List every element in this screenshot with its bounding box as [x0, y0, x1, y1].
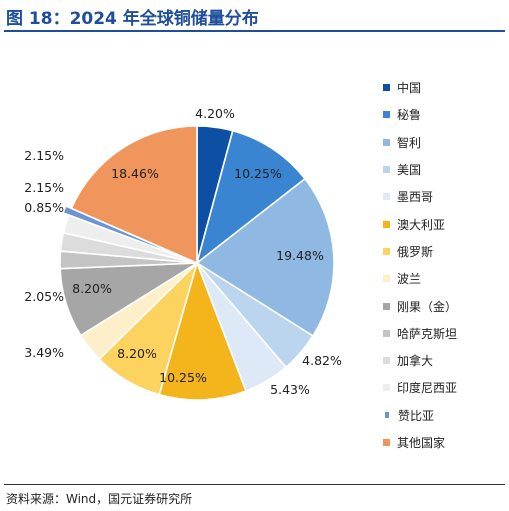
legend-label: 刚果（金） — [397, 299, 458, 314]
legend-swatch — [383, 275, 390, 283]
title-divider — [4, 30, 505, 32]
legend-item: 秘鲁 — [383, 101, 457, 128]
data-label: 10.25% — [159, 370, 207, 385]
legend-item: 波兰 — [383, 265, 457, 292]
legend-label: 加拿大 — [397, 354, 434, 369]
data-label: 8.20% — [117, 346, 157, 361]
data-label: 19.48% — [276, 248, 324, 263]
legend-item: 赞比亚 — [383, 402, 457, 429]
legend-swatch — [383, 329, 390, 337]
data-label: 5.43% — [270, 382, 310, 397]
legend-swatch — [383, 302, 390, 310]
data-label: 18.46% — [111, 166, 159, 181]
legend-item: 印度尼西亚 — [383, 374, 457, 401]
legend-label: 美国 — [397, 163, 422, 178]
legend-swatch — [383, 247, 390, 255]
pie-slice — [195, 129, 307, 266]
legend-label: 印度尼西亚 — [397, 381, 458, 396]
legend-label: 波兰 — [397, 272, 422, 287]
legend-swatch — [383, 384, 390, 392]
data-label: 2.15% — [24, 180, 64, 195]
legend-item: 美国 — [383, 156, 457, 183]
legend-label: 秘鲁 — [397, 108, 422, 123]
data-label: 4.20% — [195, 106, 235, 121]
data-label: 2.05% — [24, 289, 64, 304]
legend-label: 哈萨克斯坦 — [397, 326, 458, 341]
legend-item: 哈萨克斯坦 — [383, 320, 457, 347]
data-label: 4.82% — [302, 353, 342, 368]
legend-item: 俄罗斯 — [383, 238, 457, 265]
legend-swatch — [383, 220, 390, 228]
legend-swatch — [383, 111, 390, 119]
legend-swatch — [383, 439, 390, 446]
chart-title: 图 18：2024 年全球铜储量分布 — [6, 9, 259, 29]
legend-swatch — [383, 166, 390, 174]
legend-swatch — [385, 412, 389, 419]
source-divider — [4, 484, 505, 485]
data-label: 2.15% — [24, 148, 64, 163]
legend-swatch — [383, 138, 390, 146]
legend-swatch — [383, 357, 390, 365]
legend-item: 中国 — [383, 74, 457, 101]
pie-slice — [158, 260, 247, 401]
legend-label: 中国 — [397, 81, 422, 96]
legend-label: 墨西哥 — [397, 190, 434, 205]
pie-slice — [195, 177, 335, 338]
legend-item: 加拿大 — [383, 347, 457, 374]
data-label: 10.25% — [234, 166, 282, 181]
legend-label: 澳大利亚 — [397, 217, 446, 232]
data-label: 0.85% — [24, 200, 64, 215]
legend-item: 澳大利亚 — [383, 210, 457, 237]
legend-swatch — [383, 193, 390, 201]
pie-slice — [70, 125, 198, 265]
legend-item: 刚果（金） — [383, 292, 457, 319]
data-label: 3.49% — [24, 345, 64, 360]
legend-label: 其他国家 — [397, 436, 446, 450]
source-note: 资料来源：Wind，国元证券研究所 — [6, 492, 193, 506]
legend-item: 墨西哥 — [383, 183, 457, 210]
legend-item: 智利 — [383, 129, 457, 156]
legend-label: 俄罗斯 — [397, 244, 434, 259]
data-label: 8.20% — [72, 281, 112, 296]
legend-label: 赞比亚 — [398, 408, 435, 423]
legend-label: 智利 — [397, 135, 422, 150]
chart-legend: 中国秘鲁智利美国墨西哥澳大利亚俄罗斯波兰刚果（金） 哈萨克斯坦加拿大印度尼西亚赞比… — [383, 74, 457, 456]
legend-swatch — [383, 84, 390, 92]
legend-item: 其他国家 — [383, 429, 457, 456]
